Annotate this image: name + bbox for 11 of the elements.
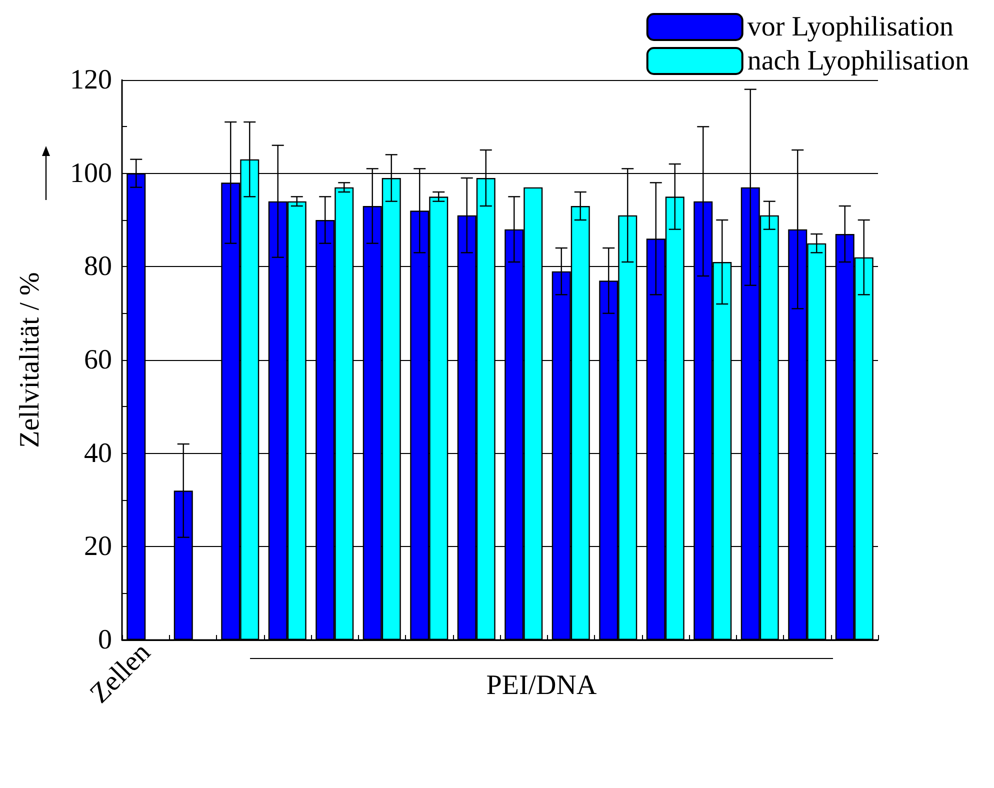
legend-label: vor Lyophilisation xyxy=(747,12,954,42)
y-axis-title: Zellvitalität / % xyxy=(14,272,46,448)
y-tick-label: 80 xyxy=(84,251,112,282)
legend-label: nach Lyophilisation xyxy=(747,46,970,76)
y-tick-label: 60 xyxy=(84,344,112,376)
y-tick-label: 0 xyxy=(98,624,112,656)
y-tick-label: 40 xyxy=(84,438,112,469)
y-tick-label: 100 xyxy=(70,158,112,189)
text: PEI/DNA xyxy=(485,670,598,702)
y-tick-label: 20 xyxy=(84,531,112,562)
y-tick-label: 120 xyxy=(70,64,112,96)
